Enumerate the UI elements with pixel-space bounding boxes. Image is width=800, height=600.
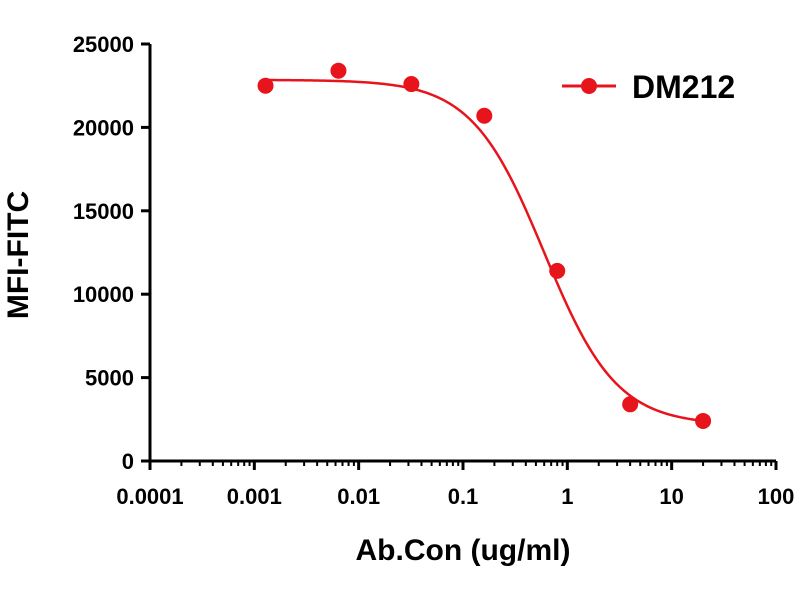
data-point (549, 262, 566, 279)
y-tick-label: 5000 (85, 366, 134, 391)
x-tick-label: 100 (758, 484, 795, 509)
x-tick-label: 0.001 (227, 484, 282, 509)
y-tick-label: 0 (122, 449, 134, 474)
x-tick-label: 0.01 (337, 484, 380, 509)
data-point (257, 77, 274, 94)
data-point (622, 396, 639, 413)
x-tick-label: 1 (561, 484, 573, 509)
y-axis-title: MFI-FITC (2, 191, 35, 319)
data-point (330, 62, 347, 79)
y-tick-label: 15000 (73, 199, 134, 224)
legend: DM212 (562, 69, 735, 105)
y-tick-label: 25000 (73, 32, 134, 57)
plot-area (257, 62, 712, 429)
data-point (695, 412, 712, 429)
legend-label: DM212 (632, 69, 735, 105)
x-tick-label: 10 (659, 484, 683, 509)
axes: 0 5000 10000 15000 20000 25000 0.0001 0.001 0.01… (73, 32, 795, 509)
x-axis-title: Ab.Con (ug/ml) (356, 534, 571, 567)
data-point (476, 107, 493, 124)
data-point (403, 76, 420, 93)
fit-curve-dm212 (265, 78, 704, 423)
y-tick-label: 10000 (73, 282, 134, 307)
x-tick-label: 0.1 (448, 484, 479, 509)
legend-marker (581, 78, 597, 94)
y-tick-label: 20000 (73, 115, 134, 140)
x-tick-label: 0.0001 (116, 484, 183, 509)
